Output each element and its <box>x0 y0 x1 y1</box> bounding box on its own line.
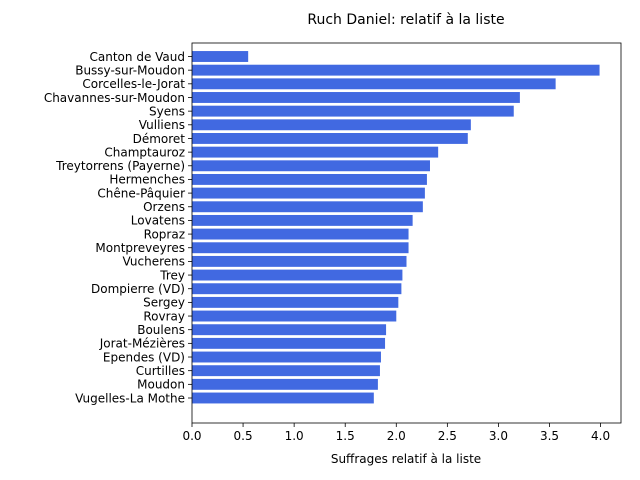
bar <box>192 78 556 90</box>
y-tick-label: Ependes (VD) <box>103 350 185 364</box>
bar <box>192 133 468 144</box>
x-ticks: 0.0 0.5 1.0 1.5 2.0 2.5 3.0 3.5 4.0 <box>182 423 610 443</box>
y-tick-label: Montpreveyres <box>95 241 185 255</box>
bar <box>192 365 380 377</box>
bar <box>192 255 407 267</box>
bar <box>192 92 520 103</box>
x-tick-label: 1.0 <box>285 429 304 443</box>
bar <box>192 337 386 349</box>
x-tick-label: 1.5 <box>336 429 355 443</box>
x-tick-label: 0.5 <box>234 429 253 443</box>
y-tick-label: Dompierre (VD) <box>91 282 185 296</box>
bar <box>192 146 439 158</box>
bar <box>192 351 381 363</box>
bar <box>192 173 427 185</box>
axes-frame <box>191 42 622 424</box>
bar <box>192 201 423 213</box>
bar <box>192 228 409 240</box>
y-tick-label: Champtauroz <box>104 145 185 159</box>
bar <box>192 187 425 199</box>
bar <box>192 105 514 117</box>
y-tick-label: Syens <box>149 104 185 118</box>
y-tick-label: Sergey <box>143 296 185 310</box>
y-tick-label: Bussy-sur-Moudon <box>75 63 185 77</box>
y-tick-label: Chavannes-sur-Moudon <box>44 91 185 105</box>
bar <box>192 310 397 322</box>
y-tick-label: Lovatens <box>131 214 185 228</box>
bar <box>192 378 378 390</box>
bar <box>192 64 600 76</box>
y-tick-label: Corcelles-le-Jorat <box>82 77 185 91</box>
plot-frame <box>191 42 622 424</box>
bar <box>192 242 409 254</box>
bar <box>192 324 387 336</box>
y-tick-label: Vugelles-La Mothe <box>75 391 185 405</box>
chart-title: Ruch Daniel: relatif à la liste <box>307 12 504 28</box>
x-tick-label: 3.5 <box>540 429 559 443</box>
bars-group <box>192 51 600 404</box>
x-axis-label: Suffrages relatif à la liste <box>331 452 481 466</box>
y-tick-label: Rovray <box>143 309 185 323</box>
y-tick-label: Jorat-Mézières <box>99 337 185 351</box>
bar <box>192 296 399 308</box>
bar <box>192 160 430 172</box>
x-tick-label: 2.5 <box>438 429 457 443</box>
y-tick-label: Orzens <box>143 200 185 214</box>
bar <box>192 119 471 131</box>
y-tick-label: Trey <box>159 268 185 282</box>
y-tick-label: Boulens <box>137 323 185 337</box>
bar <box>192 214 413 226</box>
bar <box>192 392 374 404</box>
x-tick-label: 4.0 <box>591 429 610 443</box>
bar <box>192 283 402 295</box>
y-tick-label: Ropraz <box>144 227 185 241</box>
y-tick-labels: Canton de VaudBussy-sur-MoudonCorcelles-… <box>44 50 192 405</box>
y-tick-label: Vulliens <box>139 118 185 132</box>
y-tick-label: Moudon <box>137 378 185 392</box>
y-tick-label: Chêne-Pâquier <box>97 186 185 200</box>
y-tick-label: Vucherens <box>123 255 186 269</box>
x-tick-label: 2.0 <box>387 429 406 443</box>
y-tick-label: Canton de Vaud <box>90 50 185 64</box>
y-tick-label: Treytorrens (Payerne) <box>55 159 185 173</box>
y-tick-label: Curtilles <box>136 364 185 378</box>
x-tick-label: 0.0 <box>182 429 201 443</box>
x-tick-label: 3.0 <box>489 429 508 443</box>
y-tick-label: Hermenches <box>109 173 185 187</box>
y-tick-label: Démoret <box>133 132 186 146</box>
bar <box>192 51 249 62</box>
bar <box>192 269 403 281</box>
